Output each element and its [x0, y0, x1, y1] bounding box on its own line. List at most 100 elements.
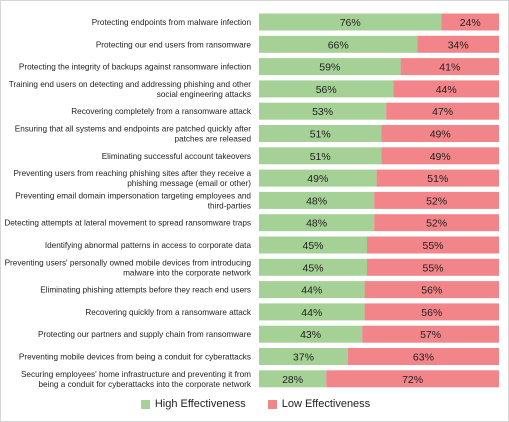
legend-label-low: Low Effectiveness — [281, 398, 371, 410]
value-label-low: 56% — [421, 285, 442, 297]
bar-row: Securing employees' home infrastructure … — [21, 370, 499, 389]
value-label-high: 51% — [310, 151, 331, 163]
legend-item-high: High Effectiveness — [140, 398, 246, 410]
category-label: Ensuring that all systems and endpoints … — [15, 125, 252, 144]
value-label-high: 45% — [302, 240, 323, 252]
category-label: Preventing mobile devices from being a c… — [19, 353, 251, 362]
bar-high-effectiveness — [259, 147, 382, 165]
value-label-low: 51% — [427, 173, 448, 185]
value-label-high: 45% — [302, 262, 323, 274]
bar-row: Eliminating successful account takeovers… — [102, 147, 499, 165]
value-label-low: 55% — [422, 240, 443, 252]
bar-high-effectiveness — [259, 281, 365, 299]
bar-low-effectiveness — [374, 214, 499, 232]
category-label: Protecting our partners and supply chain… — [38, 330, 251, 339]
bar-row: Detecting attempts at lateral movement t… — [4, 214, 499, 232]
bar-low-effectiveness — [393, 80, 499, 98]
value-label-high: 48% — [306, 218, 327, 230]
bar-low-effectiveness — [441, 13, 499, 31]
bar-row: Preventing users' personally owned mobil… — [5, 258, 499, 277]
value-label-high: 44% — [301, 285, 322, 297]
category-label: Preventing users from reaching phishing … — [13, 169, 251, 188]
value-label-high: 56% — [316, 84, 337, 96]
category-label: Training end users on detecting and addr… — [9, 80, 252, 99]
bar-high-effectiveness — [259, 35, 418, 53]
value-label-high: 44% — [301, 307, 322, 319]
bar-row: Recovering quickly from a ransomware att… — [85, 303, 499, 321]
bar-high-effectiveness — [259, 80, 394, 98]
value-label-high: 49% — [307, 173, 328, 185]
bar-row: Ensuring that all systems and endpoints … — [15, 125, 499, 144]
bar-row: Training end users on detecting and addr… — [9, 80, 499, 99]
legend-label-high: High Effectiveness — [154, 398, 246, 410]
category-label: Detecting attempts at lateral movement t… — [4, 219, 251, 228]
category-label: Protecting the integrity of backups agai… — [19, 63, 252, 72]
category-label: Securing employees' home infrastructure … — [21, 370, 252, 389]
value-label-low: 57% — [420, 329, 441, 341]
value-label-high: 51% — [310, 129, 331, 141]
value-label-high: 48% — [306, 195, 327, 207]
category-label: Recovering completely from a ransomware … — [71, 107, 252, 116]
bar-high-effectiveness — [259, 125, 382, 142]
category-label: Preventing users' personally owned mobil… — [5, 258, 252, 277]
bar-row: Preventing email domain impersonation ta… — [15, 191, 499, 210]
bar-low-effectiveness — [362, 325, 499, 343]
value-label-high: 37% — [293, 352, 314, 364]
bar-high-effectiveness — [259, 303, 365, 321]
bar-low-effectiveness — [386, 102, 499, 120]
bar-row: Identifying abnormal patterns in access … — [45, 236, 499, 254]
value-label-low: 34% — [448, 39, 469, 51]
value-label-high: 53% — [312, 106, 333, 118]
bar-low-effectiveness — [347, 348, 499, 365]
category-label: Preventing email domain impersonation ta… — [15, 191, 251, 210]
bar-low-effectiveness — [400, 58, 499, 76]
bar-row: Eliminating phishing attempts before the… — [40, 281, 499, 299]
bar-low-effectiveness — [374, 191, 499, 209]
value-label-low: 49% — [430, 151, 451, 163]
value-label-low: 49% — [430, 129, 451, 141]
bar-low-effectiveness — [381, 147, 499, 165]
category-label: Eliminating phishing attempts before the… — [40, 286, 251, 295]
bar-row: Protecting our partners and supply chain… — [38, 325, 499, 343]
stacked-bar-chart: Protecting endpoints from malware infect… — [4, 13, 499, 389]
category-label: Recovering quickly from a ransomware att… — [85, 308, 252, 317]
bar-row: Recovering completely from a ransomware … — [71, 102, 499, 120]
bar-high-effectiveness — [259, 348, 348, 365]
category-label: Identifying abnormal patterns in access … — [45, 241, 252, 250]
bar-low-effectiveness — [367, 258, 499, 276]
bar-high-effectiveness — [259, 191, 375, 209]
legend-swatch-low — [267, 399, 277, 409]
bar-row: Protecting the integrity of backups agai… — [19, 58, 499, 76]
category-label: Protecting endpoints from malware infect… — [92, 18, 252, 27]
value-label-low: 63% — [413, 352, 434, 364]
bar-high-effectiveness — [259, 13, 442, 31]
value-label-high: 59% — [319, 62, 340, 74]
bar-low-effectiveness — [364, 281, 499, 299]
bar-high-effectiveness — [259, 58, 401, 76]
bar-row: Protecting our end users from ransomware… — [96, 35, 499, 53]
bar-high-effectiveness — [259, 258, 367, 276]
value-label-low: 55% — [422, 262, 443, 274]
category-label: Eliminating successful account takeovers — [102, 152, 251, 161]
legend-swatch-high — [140, 399, 150, 409]
legend: High Effectiveness Low Effectiveness — [1, 398, 509, 410]
bar-high-effectiveness — [259, 214, 375, 232]
value-label-low: 72% — [402, 374, 423, 386]
bar-high-effectiveness — [259, 325, 363, 343]
value-label-high: 66% — [328, 39, 349, 51]
bar-high-effectiveness — [259, 169, 377, 187]
bar-row: Preventing mobile devices from being a c… — [19, 348, 499, 365]
value-label-low: 41% — [439, 62, 460, 74]
value-label-low: 52% — [426, 195, 447, 207]
bar-high-effectiveness — [259, 102, 387, 120]
value-label-low: 44% — [436, 84, 457, 96]
value-label-low: 52% — [426, 218, 447, 230]
legend-item-low: Low Effectiveness — [267, 398, 371, 410]
bar-row: Preventing users from reaching phishing … — [13, 169, 499, 188]
bar-low-effectiveness — [367, 236, 499, 254]
bar-low-effectiveness — [364, 303, 499, 321]
bar-low-effectiveness — [326, 370, 499, 388]
value-label-low: 56% — [421, 307, 442, 319]
value-label-high: 76% — [340, 17, 361, 29]
